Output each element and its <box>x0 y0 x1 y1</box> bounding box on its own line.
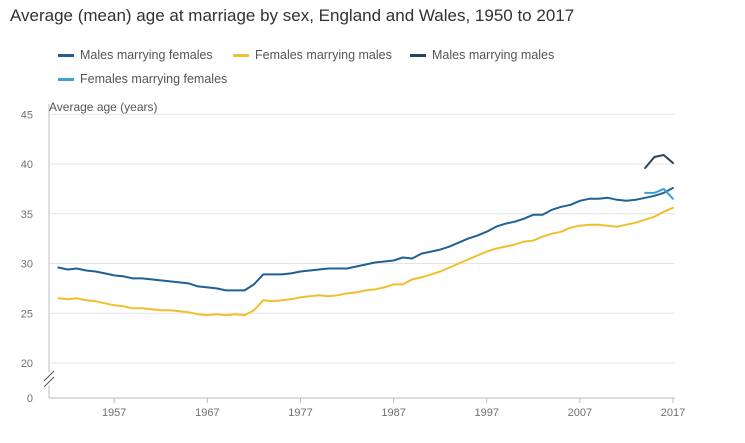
chart-title: Average (mean) age at marriage by sex, E… <box>10 6 575 25</box>
x-tick-label: 1977 <box>288 407 312 419</box>
legend-swatch-0 <box>58 53 74 57</box>
y-tick-label: 0 <box>27 393 33 405</box>
legend-swatch-1 <box>233 53 249 57</box>
legend-label-0: Males marrying females <box>80 48 213 62</box>
legend-item-0[interactable]: Males marrying females <box>58 48 213 62</box>
x-tick-label: 1997 <box>474 407 498 419</box>
y-tick-label: 30 <box>21 259 33 271</box>
y-tick-label: 20 <box>21 358 33 370</box>
x-tick-label: 1957 <box>102 407 126 419</box>
series-line-0 <box>57 186 674 292</box>
legend-swatch-3 <box>58 77 74 81</box>
x-tick-label: 2007 <box>568 407 592 419</box>
x-tick-label: 2017 <box>661 407 685 419</box>
y-axis-title: Average age (years) <box>49 100 158 114</box>
legend-label-3: Females marrying females <box>80 72 228 86</box>
series-line-3 <box>644 187 674 200</box>
x-tick-label: 1967 <box>195 407 219 419</box>
y-tick-label: 45 <box>21 109 33 121</box>
legend-item-3[interactable]: Females marrying females <box>58 72 227 86</box>
axis-break-mark <box>43 376 55 388</box>
legend-item-1[interactable]: Females marrying males <box>233 48 392 62</box>
legend-swatch-2 <box>410 53 426 57</box>
legend-label-2: Males marrying males <box>432 48 555 62</box>
series-line-2 <box>644 154 674 169</box>
y-tick-label: 35 <box>21 209 33 221</box>
series-line-1 <box>57 206 674 317</box>
axis-break-mark <box>43 370 55 382</box>
legend-item-2[interactable]: Males marrying males <box>410 48 554 62</box>
x-tick-label: 1987 <box>381 407 405 419</box>
y-tick-label: 25 <box>21 308 33 320</box>
y-tick-label: 40 <box>21 159 33 171</box>
legend-label-1: Females marrying males <box>255 48 392 62</box>
